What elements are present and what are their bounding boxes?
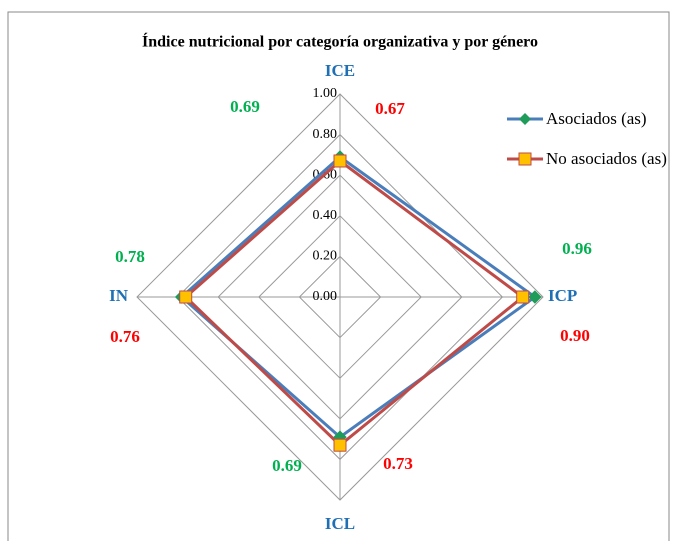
tick-label: 0.20 (313, 249, 338, 264)
axis-label: ICE (325, 61, 355, 80)
legend-label: No asociados (as) (546, 149, 667, 168)
legend-marker (518, 152, 532, 166)
legend: Asociados (as) No asociados (as) (506, 108, 671, 188)
marker (179, 290, 193, 304)
data-label: 0.69 (272, 456, 302, 475)
legend-item: Asociados (as) (506, 108, 671, 130)
tick-label: 0.40 (313, 208, 338, 223)
legend-key (507, 152, 543, 166)
tick-label: 1.00 (313, 86, 338, 101)
series-line (183, 159, 526, 448)
axis-label: IN (109, 286, 129, 305)
marker (516, 290, 530, 304)
legend-key (507, 113, 543, 125)
chart-frame (7, 11, 670, 541)
legend-item: No asociados (as) (506, 148, 671, 170)
data-label: 0.96 (562, 239, 592, 258)
data-label: 0.76 (110, 327, 140, 346)
data-label: 0.90 (560, 326, 590, 345)
data-label: 0.78 (115, 247, 145, 266)
marker (333, 438, 347, 452)
axis-label: ICP (548, 286, 577, 305)
chart-title: Índice nutricional por categoría organiz… (142, 32, 538, 51)
data-label: 0.67 (375, 99, 405, 118)
legend-marker (519, 113, 531, 125)
data-label: 0.73 (383, 454, 413, 473)
marker (333, 154, 347, 168)
data-label: 0.69 (230, 97, 260, 116)
tick-label: 0.00 (313, 289, 338, 304)
axis-label: ICL (325, 514, 355, 533)
tick-label: 0.80 (313, 127, 338, 142)
marker (528, 290, 542, 304)
legend-label: Asociados (as) (546, 109, 647, 128)
